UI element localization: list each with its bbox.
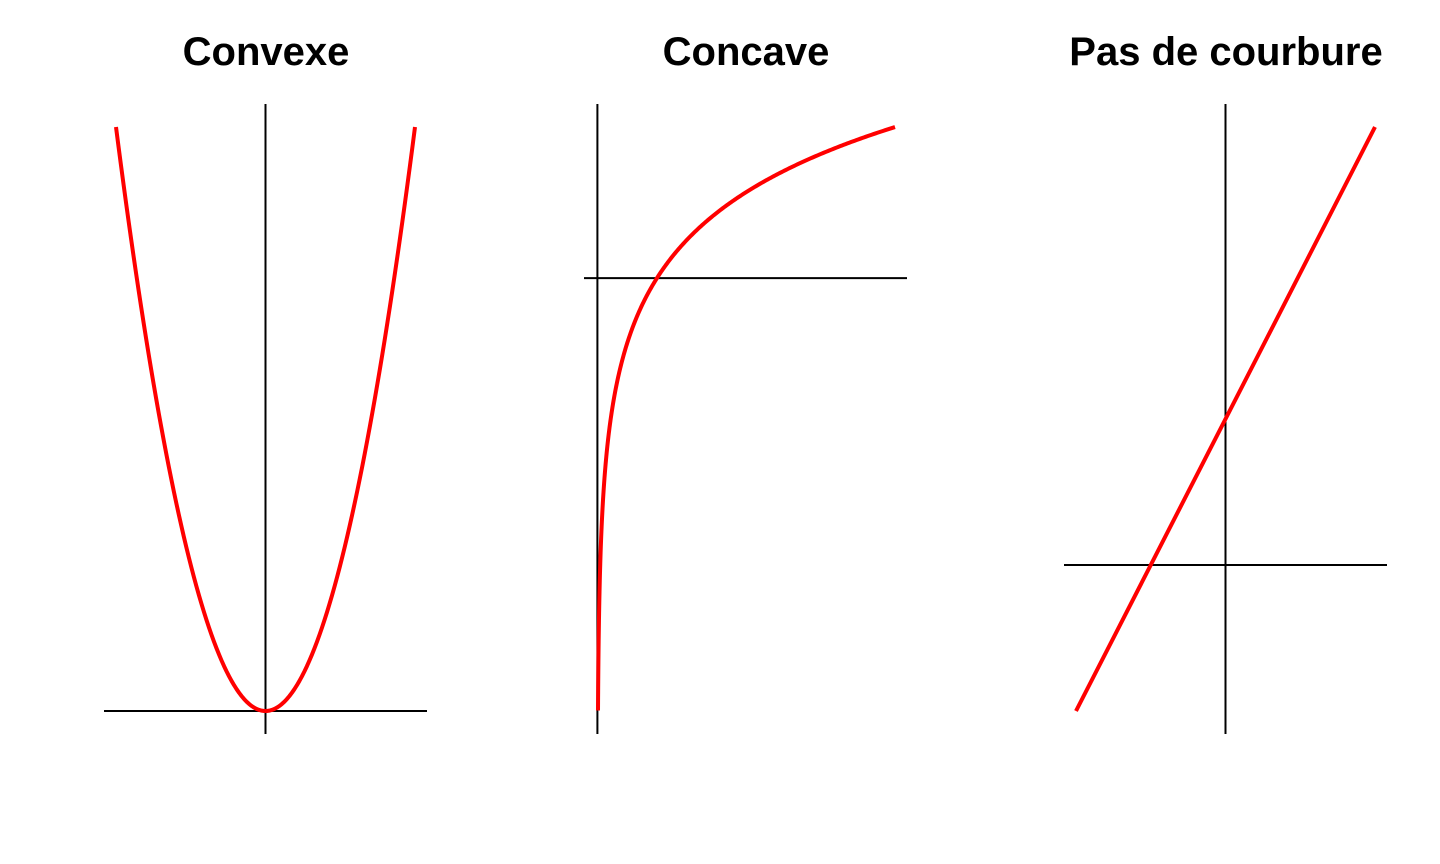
panel-title-concave: Concave — [662, 30, 830, 74]
curve-series-line — [114, 126, 417, 713]
panel-title-convex: Convexe — [182, 30, 350, 74]
curve-series-line — [596, 125, 896, 713]
curve-series-line — [1074, 126, 1377, 712]
panel-title-linear: Pas de courbure — [1069, 30, 1383, 74]
